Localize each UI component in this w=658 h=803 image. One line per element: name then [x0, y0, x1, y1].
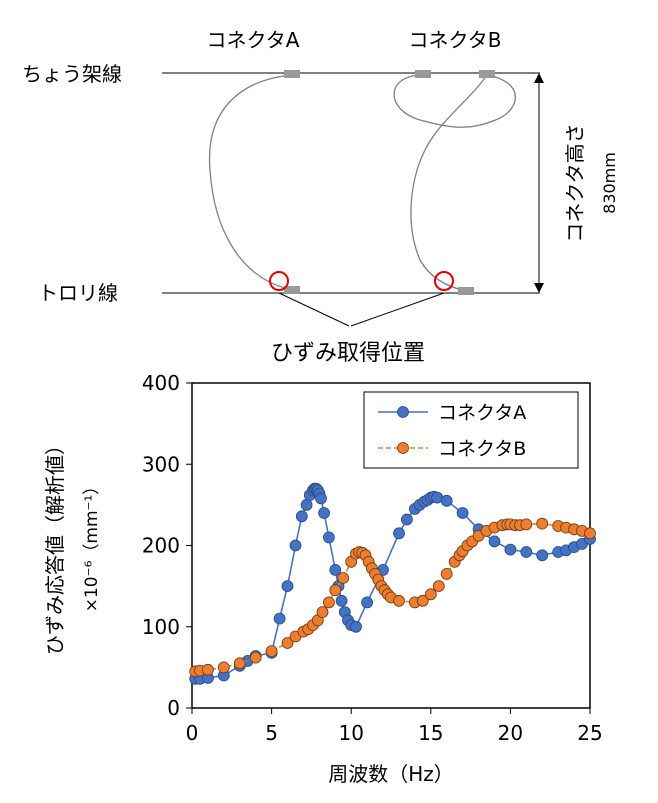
x-axis-title: 周波数（Hz）: [328, 762, 454, 786]
y-axis-title: ひずみ応答値（解析値）: [43, 435, 67, 655]
data-point-a: [456, 507, 469, 519]
clamp-b-bottom: [458, 287, 474, 295]
data-point-a: [536, 549, 549, 562]
y-tick-label: 100: [142, 615, 180, 639]
data-point-b: [440, 568, 453, 580]
legend-label-b: コネクタB: [438, 438, 526, 460]
x-tick-label: 10: [338, 721, 363, 745]
height-arrow-top: [534, 73, 544, 83]
data-point-b: [393, 594, 405, 607]
legend-label-a: コネクタA: [438, 402, 526, 424]
frequency-response-chart: 0 100 200 300 400 0 5 10 15 20 25 周波数（Hz） ひずみ応答値（…: [43, 371, 603, 786]
data-point-b: [217, 661, 230, 674]
data-point-b: [329, 584, 342, 597]
catenary-wire-label: ちょう架線: [22, 62, 122, 86]
clamp-b-top-1: [415, 70, 431, 78]
connector-b-wire: [393, 74, 516, 292]
data-point-a: [335, 594, 348, 607]
data-point-a: [300, 498, 313, 511]
data-point-b: [249, 651, 262, 664]
data-point-b: [201, 663, 214, 676]
data-point-a: [393, 527, 405, 540]
legend-swatch-b-marker: [397, 442, 409, 454]
connector-height-label: コネクタ高さ: [563, 123, 587, 242]
y-tick-label: 200: [142, 534, 180, 558]
data-point-a: [273, 612, 286, 625]
height-arrow-bottom: [534, 283, 544, 293]
strain-position-label: ひずみ取得位置: [271, 341, 425, 366]
x-tick-label: 0: [186, 721, 199, 745]
clamp-a-bottom: [284, 286, 300, 294]
data-point-a: [329, 564, 342, 576]
connector-a-label: コネクタA: [207, 28, 300, 52]
data-point-a: [315, 492, 327, 505]
y-tick-label: 300: [142, 452, 180, 476]
y-tick-label: 400: [142, 371, 180, 395]
x-tick-label: 15: [418, 721, 443, 745]
data-point-b: [316, 606, 329, 618]
data-point-b: [520, 518, 533, 531]
data-point-b: [233, 657, 246, 670]
data-point-a: [295, 510, 308, 523]
strain-marker-b: [434, 271, 454, 291]
data-point-a: [504, 543, 517, 556]
data-point-a: [520, 546, 533, 558]
data-point-a: [361, 596, 374, 609]
data-point-a: [318, 507, 331, 519]
connector-height-value: 830mm: [600, 152, 619, 214]
connector-b-label: コネクタB: [409, 28, 502, 52]
y-tick-label: 0: [167, 696, 180, 720]
data-point-b: [432, 580, 445, 592]
clamp-b-top-2: [479, 70, 495, 78]
data-point-b: [584, 527, 596, 540]
x-tick-label: 5: [265, 721, 278, 745]
data-point-b: [416, 594, 429, 607]
data-point-a: [289, 539, 302, 552]
data-point-a: [350, 620, 362, 633]
x-tick-label: 25: [577, 721, 602, 745]
y-axis-ticks: 0 100 200 300 400: [142, 371, 192, 720]
data-point-a: [322, 531, 335, 544]
strain-marker-a: [269, 271, 289, 291]
y-axis-unit: ×10⁻⁶（mm⁻¹）: [82, 478, 102, 613]
legend: コネクタA コネクタB: [363, 391, 579, 469]
connector-diagram: コネクタA コネクタB ちょう架線 トロリ線 ひずみ取得位置 コネクタ高さ 83…: [22, 28, 619, 366]
data-point-b: [281, 637, 294, 649]
data-point-b: [265, 645, 278, 657]
data-point-a: [281, 580, 294, 592]
x-tick-label: 20: [498, 721, 523, 745]
data-point-a: [400, 513, 413, 526]
trolley-wire-label: トロリ線: [38, 281, 118, 305]
data-point-a: [488, 535, 501, 548]
legend-swatch-a-marker: [397, 406, 409, 418]
pointer-a: [278, 292, 350, 327]
data-point-b: [337, 572, 350, 584]
series-layer: [189, 482, 596, 685]
legend-box: [363, 391, 579, 469]
connector-a-wire: [208, 74, 293, 289]
pointer-b: [350, 292, 445, 327]
data-point-a: [440, 494, 453, 507]
data-point-b: [424, 588, 437, 601]
x-axis-ticks: 0 5 10 15 20 25: [186, 708, 603, 745]
data-point-b: [536, 517, 549, 530]
data-point-b: [322, 596, 335, 609]
clamp-a-top: [284, 70, 300, 78]
